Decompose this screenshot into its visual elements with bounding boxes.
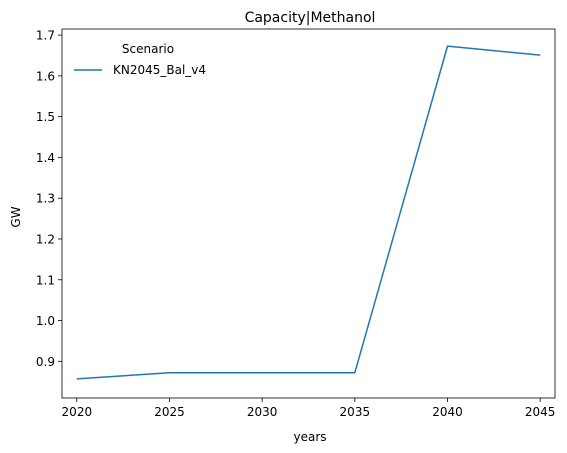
y-tick-label: 1.7 xyxy=(36,29,55,43)
y-tick-label: 1.0 xyxy=(36,314,55,328)
x-axis: 2020 2025 2030 2035 2040 2045 xyxy=(62,398,556,419)
legend-title: Scenario xyxy=(122,42,174,56)
x-tick-label: 2045 xyxy=(525,405,556,419)
y-axis-label: GW xyxy=(9,206,23,227)
y-tick-label: 0.9 xyxy=(36,355,55,369)
plot-frame xyxy=(61,28,556,399)
x-tick-label: 2040 xyxy=(432,405,463,419)
y-tick-label: 1.4 xyxy=(36,151,55,165)
chart-title: Capacity|Methanol xyxy=(245,10,376,26)
y-tick-label: 1.5 xyxy=(36,110,55,124)
x-tick-label: 2020 xyxy=(62,405,93,419)
x-tick-label: 2025 xyxy=(154,405,185,419)
y-tick-label: 1.1 xyxy=(36,273,55,287)
y-tick-label: 1.2 xyxy=(36,232,55,246)
y-tick-label: 1.3 xyxy=(36,192,55,206)
legend-entry-label: KN2045_Bal_v4 xyxy=(113,63,206,77)
series-line-0 xyxy=(76,45,541,380)
y-tick-label: 1.6 xyxy=(36,69,55,83)
plot-area xyxy=(61,28,556,399)
x-tick-label: 2030 xyxy=(247,405,278,419)
x-axis-label: years xyxy=(293,430,326,444)
x-tick-label: 2035 xyxy=(340,405,371,419)
legend: Scenario KN2045_Bal_v4 xyxy=(74,42,206,77)
y-axis: 0.9 1.0 1.1 1.2 1.3 1.4 1.5 1.6 1.7 xyxy=(36,29,62,369)
